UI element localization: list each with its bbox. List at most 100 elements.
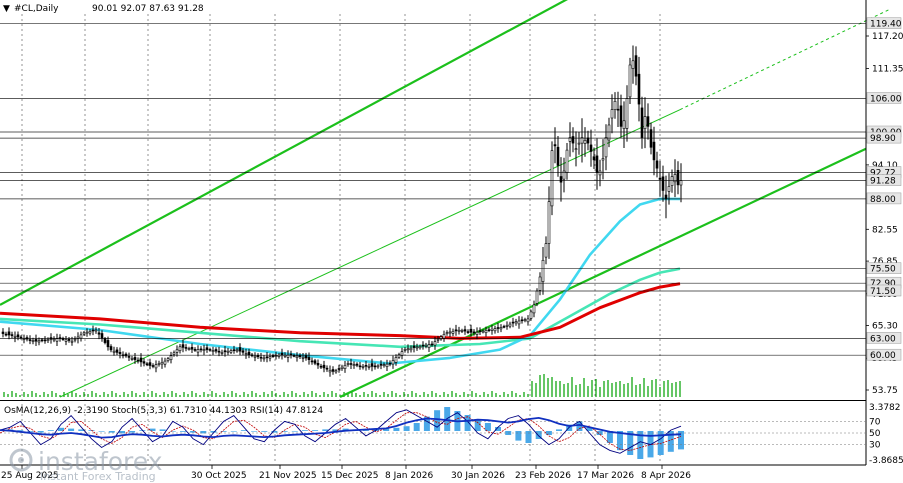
candle-body xyxy=(217,350,221,353)
candle-body xyxy=(523,319,527,321)
candle-body xyxy=(616,108,620,111)
level-label: 75.50 xyxy=(870,265,896,275)
candle-body xyxy=(478,330,482,333)
candle-body xyxy=(661,176,665,191)
candle-body xyxy=(562,170,566,180)
y-tick-label: 82.55 xyxy=(872,225,898,235)
price-level-lines xyxy=(0,23,866,356)
candle-body xyxy=(382,364,386,367)
candle-body xyxy=(556,146,560,166)
candle-body xyxy=(628,64,632,98)
candle-body xyxy=(481,330,485,333)
x-tick-label: 8 Jan 2026 xyxy=(385,471,433,481)
candle-body xyxy=(379,363,383,366)
osma-bar xyxy=(108,431,115,433)
level-tag xyxy=(866,92,902,104)
candle-body xyxy=(82,332,86,335)
level-tag xyxy=(866,174,902,186)
candle-body xyxy=(13,335,17,338)
candle-body xyxy=(439,336,443,340)
candle-body xyxy=(493,328,497,332)
level-tag xyxy=(866,284,902,297)
osma-bar xyxy=(27,431,34,432)
candle-body xyxy=(181,344,185,348)
osma-bar xyxy=(667,431,674,452)
candle-body xyxy=(646,116,650,127)
candle-body xyxy=(487,329,491,332)
chart-menu-icon[interactable]: ▼ xyxy=(3,4,10,14)
level-label: 71.50 xyxy=(870,287,896,297)
candle-body xyxy=(16,334,20,338)
candle-body xyxy=(376,365,380,368)
candle-body xyxy=(187,348,191,350)
candle-body xyxy=(538,276,542,291)
candle-body xyxy=(70,340,74,343)
candle-body xyxy=(649,129,653,148)
candle-body xyxy=(469,328,473,333)
candle-body xyxy=(268,356,272,359)
candle-body xyxy=(136,359,140,362)
candle-body xyxy=(529,311,533,319)
candle-body xyxy=(655,160,659,169)
level-label: 119.40 xyxy=(870,20,902,30)
candle-body xyxy=(607,124,611,141)
candle-body xyxy=(97,332,101,335)
y-tick-label: 76.85 xyxy=(872,257,898,267)
candle-body xyxy=(568,137,572,142)
candle-body xyxy=(589,144,593,152)
candle-body xyxy=(604,137,608,158)
candle-body xyxy=(502,326,506,328)
osma-bar xyxy=(464,415,471,431)
candle-body xyxy=(484,330,488,333)
candle-body xyxy=(214,349,218,352)
osma-bar xyxy=(180,431,186,432)
indicator-axis-label: 70 xyxy=(869,417,881,427)
candle-body xyxy=(1,331,5,334)
candle-body xyxy=(94,329,98,332)
osma-bar xyxy=(596,431,603,435)
candle-body xyxy=(496,327,500,329)
candle-body xyxy=(448,331,452,334)
candle-body xyxy=(355,363,359,366)
candle-body xyxy=(106,340,110,348)
candle-body xyxy=(346,363,350,365)
level-label: 98.90 xyxy=(870,134,896,144)
candle-body xyxy=(463,329,467,332)
candle-body xyxy=(550,150,554,207)
candle-body xyxy=(679,180,683,186)
candle-body xyxy=(64,339,68,342)
candle-body xyxy=(445,332,449,334)
candle-body xyxy=(412,345,416,348)
candle-body xyxy=(367,365,371,368)
candle-body xyxy=(115,349,119,353)
candle-body xyxy=(37,340,41,343)
candle-body xyxy=(190,346,194,350)
candle-body xyxy=(88,331,92,334)
candle-body xyxy=(325,367,329,370)
x-tick-label: 8 Apr 2026 xyxy=(641,471,691,481)
osma-bar xyxy=(312,430,319,431)
indicator-axis-label: 3.3782 xyxy=(869,403,901,413)
osma-bar xyxy=(78,429,85,431)
candle-body xyxy=(634,55,638,77)
candle-body xyxy=(340,366,344,369)
candle-body xyxy=(625,98,629,129)
candle-body xyxy=(640,107,644,138)
osma-bar xyxy=(200,431,207,434)
level-tag xyxy=(866,192,902,205)
osma-bar xyxy=(413,423,420,431)
osma-bar xyxy=(159,429,166,431)
candle-body xyxy=(613,101,617,111)
osma-bar xyxy=(332,429,339,431)
y-tick-label: 65.30 xyxy=(872,322,898,332)
candle-body xyxy=(454,329,458,332)
candle-body xyxy=(223,350,227,353)
candle-body xyxy=(202,349,206,352)
candle-body xyxy=(40,339,44,342)
ema-red xyxy=(0,282,681,340)
candle-body xyxy=(244,353,248,355)
candle-body xyxy=(328,369,332,373)
indicator-label-bg xyxy=(867,402,901,412)
candle-body xyxy=(265,356,269,359)
